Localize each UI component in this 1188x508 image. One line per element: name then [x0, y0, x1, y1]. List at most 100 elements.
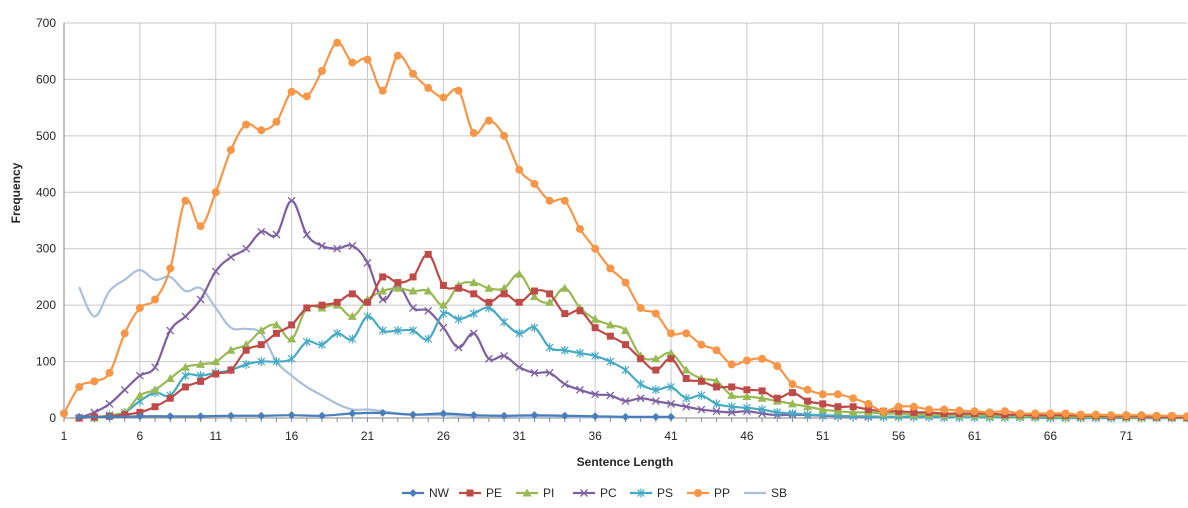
grid: [63, 22, 1187, 419]
data-point: [651, 412, 660, 421]
series-line-pe: [79, 253, 1188, 420]
data-point: [682, 329, 691, 338]
data-point: [439, 409, 448, 418]
data-point: [409, 410, 418, 419]
data-point: [575, 224, 584, 233]
legend-marker: [580, 489, 588, 497]
data-point: [165, 374, 175, 382]
data-point: [166, 394, 174, 402]
legend-label: PE: [486, 486, 502, 500]
data-point: [545, 196, 554, 205]
data-point: [621, 365, 630, 375]
data-point: [606, 332, 614, 340]
data-point: [667, 355, 675, 363]
data-point: [787, 399, 797, 408]
data-point: [712, 407, 721, 416]
data-point: [318, 241, 326, 250]
data-point: [348, 334, 357, 344]
data-point: [515, 363, 524, 372]
data-point: [622, 341, 629, 349]
data-point: [545, 297, 555, 306]
legend-label: NW: [429, 486, 450, 500]
legend-item-ps: PS: [630, 486, 673, 500]
data-point: [135, 390, 145, 399]
legend-label: PS: [657, 486, 673, 500]
data-point: [484, 283, 494, 292]
data-point: [257, 227, 266, 236]
data-point: [120, 385, 129, 394]
x-tick-label: 1: [61, 429, 68, 443]
data-point: [318, 301, 326, 309]
data-point: [560, 283, 570, 292]
data-point: [576, 348, 584, 358]
data-point: [606, 391, 615, 400]
data-point: [514, 269, 524, 278]
data-point: [469, 278, 479, 287]
data-point: [894, 402, 903, 411]
data-point: [181, 371, 190, 381]
data-point: [272, 117, 281, 126]
data-point: [257, 126, 266, 135]
data-point: [864, 399, 873, 408]
x-tick-label: 36: [588, 429, 602, 443]
data-point: [90, 377, 99, 386]
data-point: [135, 412, 144, 421]
data-point: [226, 345, 236, 354]
data-point: [606, 357, 615, 367]
data-point: [713, 383, 721, 391]
data-point: [621, 278, 630, 287]
data-point: [348, 409, 357, 418]
data-point: [682, 402, 691, 411]
data-point: [834, 403, 842, 411]
data-point: [667, 329, 676, 338]
data-point: [1152, 411, 1161, 420]
data-point: [394, 279, 402, 287]
data-point: [271, 320, 281, 329]
axes: [63, 23, 1188, 422]
data-point: [637, 355, 645, 363]
x-tick-label: 51: [816, 429, 830, 443]
data-point: [469, 309, 478, 319]
data-point: [196, 222, 205, 231]
data-point: [318, 340, 326, 350]
data-point: [60, 409, 68, 418]
data-point: [651, 309, 660, 318]
data-point: [454, 314, 463, 324]
data-point: [287, 196, 296, 205]
data-point: [788, 389, 796, 397]
data-point: [742, 356, 751, 365]
data-point: [925, 405, 934, 414]
legend-item-pi: PI: [516, 486, 554, 500]
data-point: [302, 92, 311, 101]
data-point: [1122, 411, 1131, 420]
data-point: [727, 360, 736, 369]
data-point: [879, 407, 888, 416]
data-point: [818, 390, 827, 399]
data-point: [833, 390, 842, 399]
data-point: [151, 295, 160, 304]
data-point: [438, 300, 448, 309]
y-tick-label: 300: [36, 242, 56, 256]
data-point: [697, 377, 705, 385]
data-point: [333, 38, 342, 47]
data-point: [485, 298, 493, 306]
data-point: [1016, 409, 1025, 418]
data-point: [546, 290, 554, 298]
data-point: [773, 407, 782, 417]
legend-label: PC: [600, 486, 617, 500]
data-point: [651, 397, 660, 406]
data-point: [500, 131, 509, 140]
data-point: [317, 411, 326, 420]
x-tick-label: 66: [1044, 429, 1058, 443]
x-tick-label: 31: [513, 429, 527, 443]
data-point: [135, 371, 144, 380]
data-point: [151, 363, 160, 372]
data-point: [560, 196, 569, 205]
x-tick-label: 71: [1120, 429, 1134, 443]
legend-marker: [637, 488, 645, 498]
data-point: [940, 405, 949, 414]
series-nw: [75, 408, 676, 421]
data-point: [804, 397, 812, 405]
x-tick-label: 26: [437, 429, 451, 443]
legend-marker: [694, 489, 702, 497]
